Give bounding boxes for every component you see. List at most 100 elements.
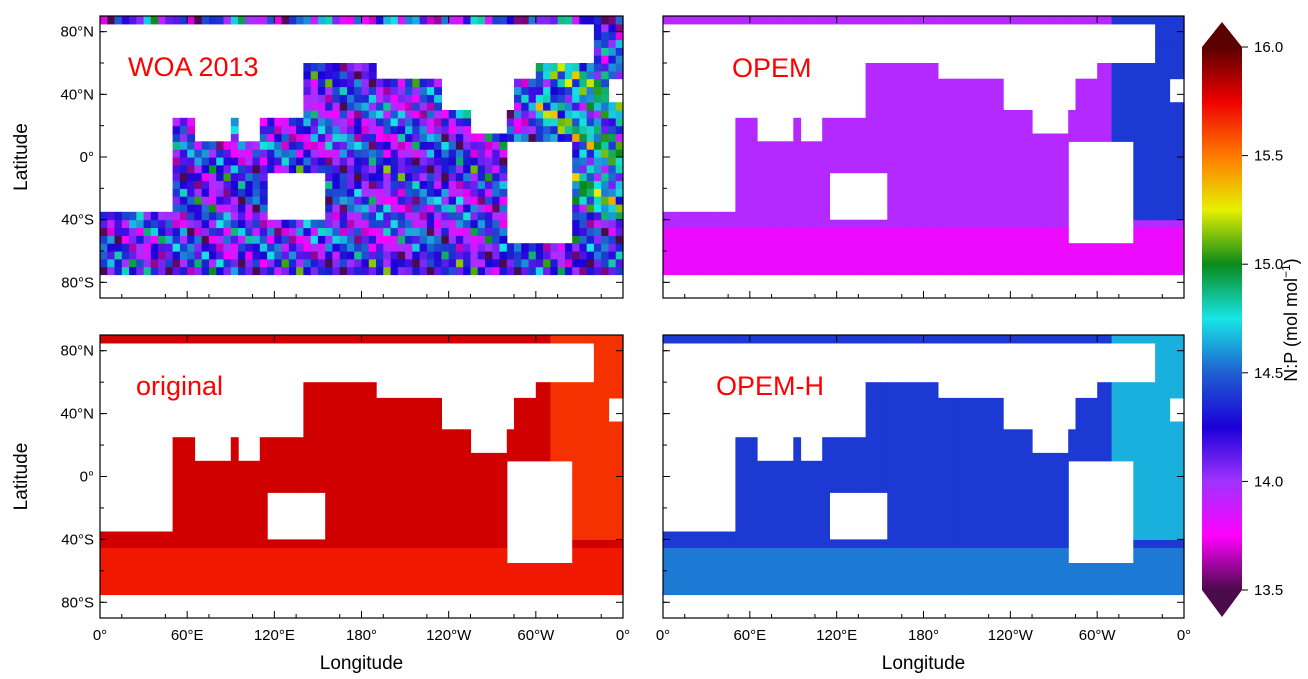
heatmap-cell — [420, 149, 428, 157]
heatmap-cell — [1003, 16, 1011, 24]
heatmap-cell — [967, 94, 975, 102]
heatmap-cell — [1162, 196, 1170, 204]
heatmap-cell — [1133, 157, 1141, 165]
heatmap-cell — [362, 149, 370, 157]
heatmap-cell — [678, 587, 686, 596]
heatmap-cell — [362, 335, 370, 344]
heatmap-cell — [594, 382, 602, 391]
heatmap-cell — [1061, 228, 1069, 236]
heatmap-cell — [173, 204, 181, 212]
heatmap-cell — [909, 220, 917, 228]
heatmap-cell — [485, 508, 493, 517]
heatmap-cell — [391, 126, 399, 134]
heatmap-cell — [434, 422, 442, 431]
heatmap-cell — [398, 587, 406, 596]
heatmap-cell — [405, 181, 413, 189]
heatmap-cell — [728, 587, 736, 596]
heatmap-cell — [1061, 547, 1069, 556]
heatmap-cell — [325, 445, 333, 454]
heatmap-cell — [245, 335, 253, 344]
heatmap-cell — [1025, 16, 1033, 24]
heatmap-cell — [837, 157, 845, 165]
heatmap-cell — [981, 547, 989, 556]
heatmap-cell — [383, 532, 391, 541]
heatmap-cell — [136, 267, 144, 275]
heatmap-cell — [873, 157, 881, 165]
heatmap-cell — [579, 204, 587, 212]
heatmap-cell — [1141, 87, 1149, 95]
heatmap-cell — [376, 445, 384, 454]
heatmap-cell — [1054, 228, 1062, 236]
heatmap-cell — [180, 157, 188, 165]
heatmap-cell — [786, 149, 794, 157]
heatmap-cell — [405, 453, 413, 462]
heatmap-cell — [332, 382, 340, 391]
heatmap-cell — [180, 134, 188, 142]
heatmap-cell — [587, 571, 595, 580]
heatmap-cell — [274, 134, 282, 142]
heatmap-cell — [456, 547, 464, 556]
heatmap-cell — [952, 165, 960, 173]
heatmap-cell — [529, 16, 537, 24]
heatmap-cell — [332, 204, 340, 212]
heatmap-cell — [815, 141, 823, 149]
heatmap-cell — [981, 539, 989, 548]
heatmap-cell — [735, 220, 743, 228]
heatmap-cell — [376, 539, 384, 548]
heatmap-cell — [1039, 563, 1047, 572]
heatmap-cell — [412, 87, 420, 95]
heatmap-cell — [1083, 563, 1091, 572]
heatmap-cell — [311, 141, 319, 149]
heatmap-cell — [325, 141, 333, 149]
heatmap-cell — [434, 157, 442, 165]
heatmap-cell — [786, 220, 794, 228]
heatmap-cell — [938, 539, 946, 548]
heatmap-cell — [808, 181, 816, 189]
heatmap-cell — [391, 437, 399, 446]
heatmap-cell — [1112, 87, 1120, 95]
heatmap-cell — [587, 453, 595, 462]
heatmap-cell — [507, 134, 515, 142]
heatmap-cell — [107, 532, 115, 541]
heatmap-cell — [1148, 126, 1156, 134]
heatmap-cell — [880, 141, 888, 149]
heatmap-cell — [376, 87, 384, 95]
heatmap-cell — [362, 243, 370, 251]
heatmap-cell — [332, 126, 340, 134]
heatmap-cell — [1076, 571, 1084, 580]
heatmap-cell — [931, 220, 939, 228]
heatmap-cell — [1112, 267, 1120, 275]
heatmap-cell — [376, 149, 384, 157]
heatmap-cell — [347, 87, 355, 95]
heatmap-cell — [1025, 267, 1033, 275]
heatmap-cell — [412, 134, 420, 142]
heatmap-cell — [1025, 587, 1033, 596]
heatmap-cell — [844, 563, 852, 572]
heatmap-cell — [325, 500, 333, 509]
heatmap-cell — [376, 335, 384, 344]
heatmap-cell — [989, 165, 997, 173]
heatmap-cell — [1083, 579, 1091, 588]
heatmap-cell — [1155, 267, 1163, 275]
heatmap-cell — [238, 16, 246, 24]
heatmap-cell — [558, 587, 566, 596]
heatmap-cell — [441, 477, 449, 486]
heatmap-cell — [151, 547, 159, 556]
heatmap-cell — [325, 335, 333, 344]
heatmap-cell — [1126, 579, 1134, 588]
heatmap-cell — [967, 259, 975, 267]
heatmap-cell — [1039, 267, 1047, 275]
heatmap-cell — [245, 165, 253, 173]
heatmap-cell — [1025, 173, 1033, 181]
heatmap-cell — [837, 126, 845, 134]
heatmap-cell — [909, 204, 917, 212]
heatmap-cell — [180, 335, 188, 344]
heatmap-cell — [194, 532, 202, 541]
heatmap-cell — [601, 157, 609, 165]
heatmap-cell — [521, 118, 529, 126]
heatmap-cell — [594, 118, 602, 126]
heatmap-cell — [194, 563, 202, 572]
heatmap-cell — [938, 134, 946, 142]
heatmap-cell — [202, 16, 210, 24]
heatmap-cell — [1061, 134, 1069, 142]
